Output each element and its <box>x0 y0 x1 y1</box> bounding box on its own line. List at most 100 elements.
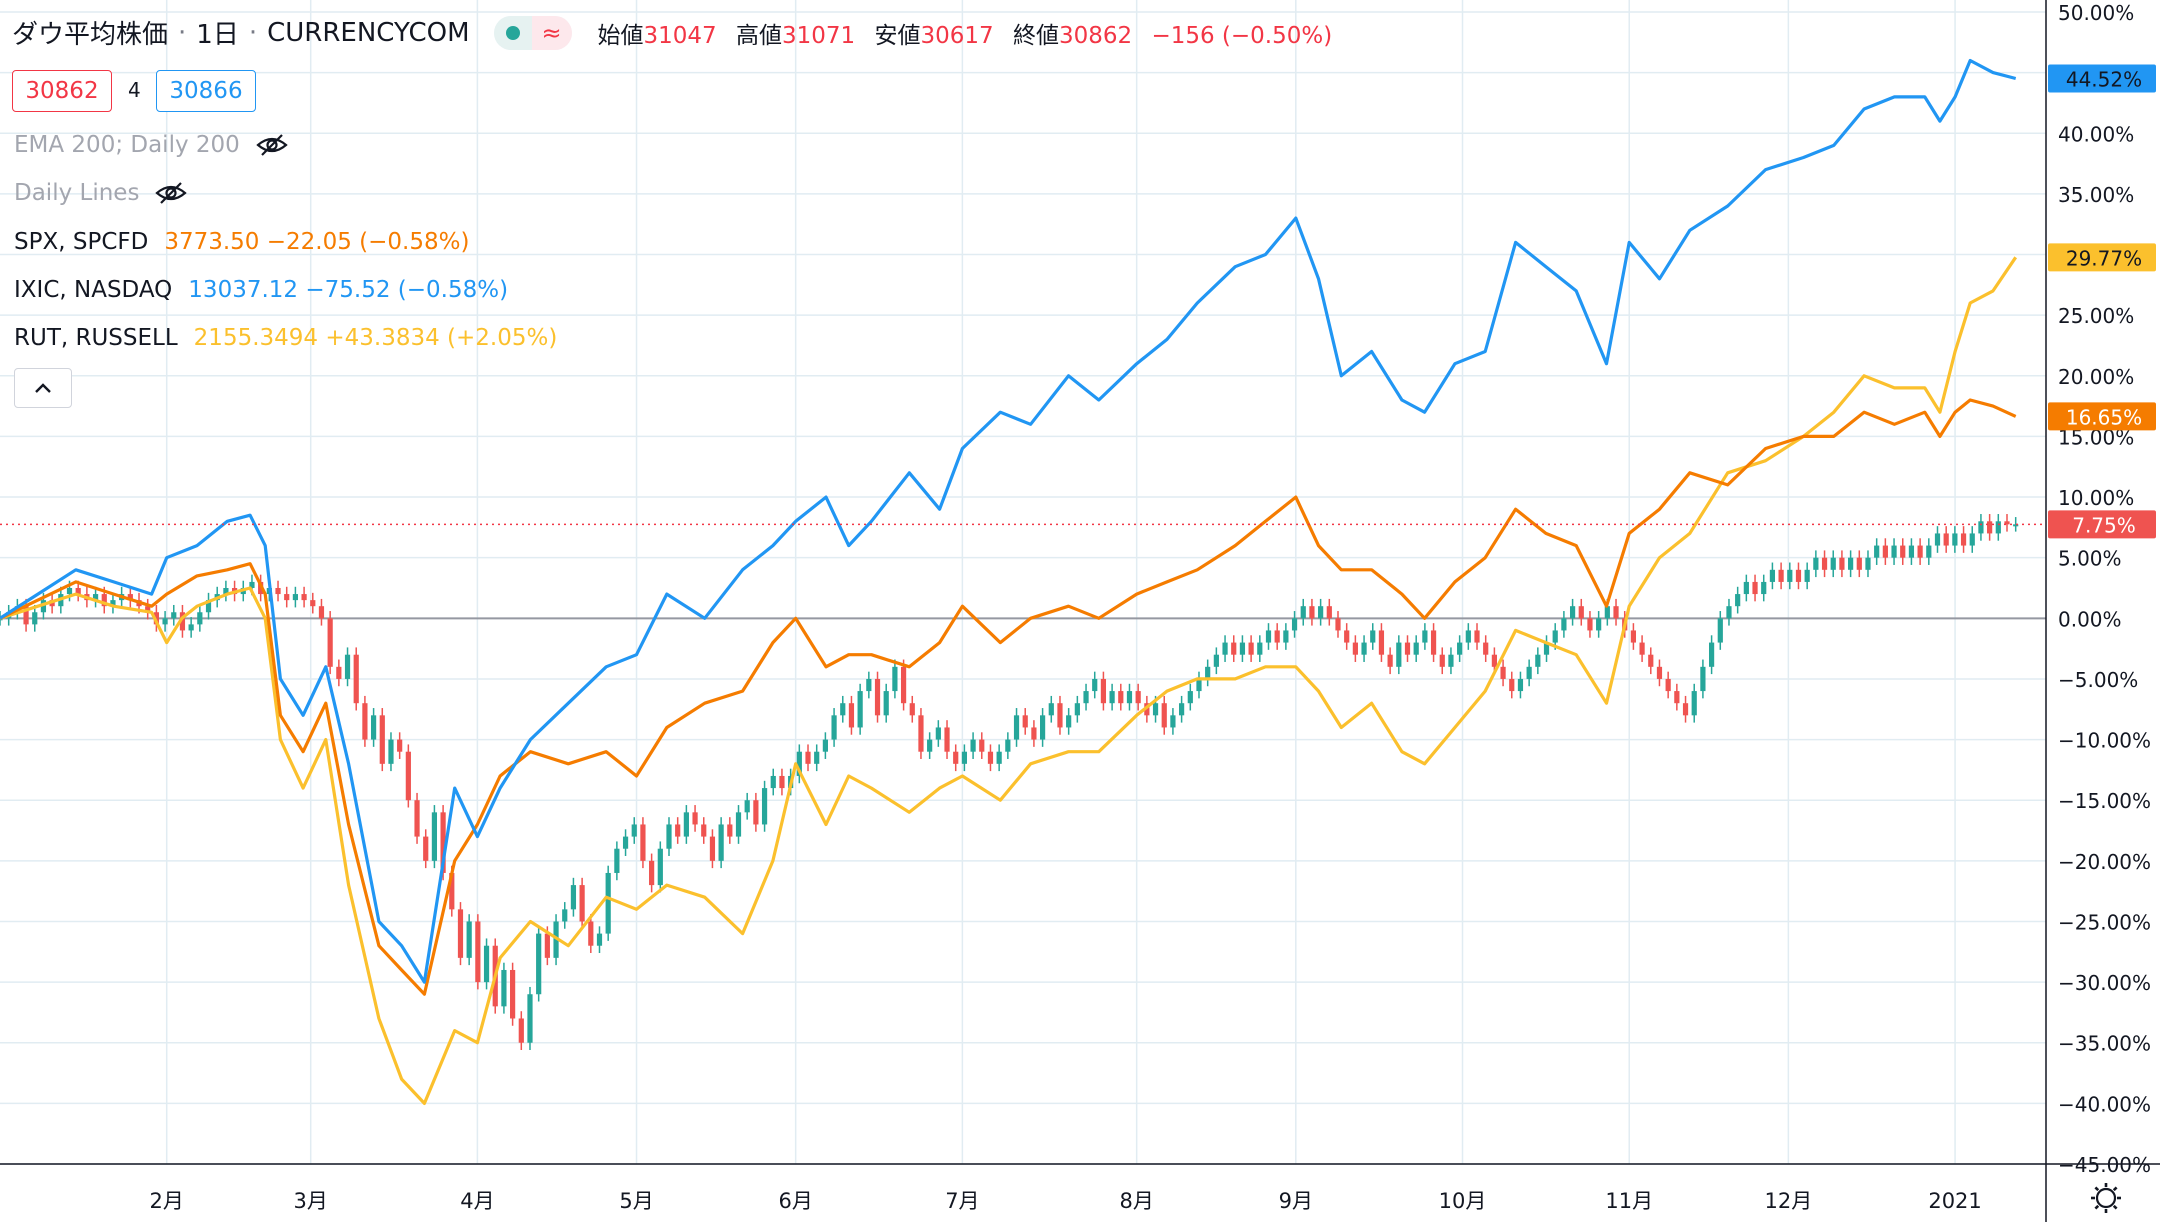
y-tick-label: −5.00% <box>2058 668 2138 692</box>
candle-body <box>388 739 394 764</box>
candle-body <box>866 678 872 692</box>
y-tick-label: 35.00% <box>2058 183 2134 207</box>
ixic-last-label: 44.52% <box>2066 67 2142 91</box>
x-tick-label: 2月 <box>150 1189 184 1213</box>
rut-value: 2155.3494 +43.3834 (+2.05%) <box>193 325 558 351</box>
legend-rut[interactable]: RUT, RUSSELL 2155.3494 +43.3834 (+2.05%) <box>14 325 557 351</box>
candle-body <box>1648 654 1654 667</box>
x-tick-label: 2021 <box>1928 1189 1981 1213</box>
symbol-header: ダウ平均株価 · 1日 · CURRENCYCOM ≈ 始値31047 高値31… <box>12 14 1344 51</box>
candle-body <box>1830 557 1836 570</box>
candle-body <box>1387 654 1393 667</box>
candle-body <box>1960 533 1967 546</box>
candle-body <box>510 969 516 1019</box>
candle-body <box>1735 594 1741 607</box>
gear-icon-tooth <box>2112 1204 2118 1210</box>
candle-body <box>536 933 542 995</box>
candle-body <box>110 600 116 607</box>
candle-body <box>1439 654 1445 667</box>
candle-body <box>1161 703 1167 728</box>
y-tick-label: 10.00% <box>2058 486 2134 510</box>
candle-body <box>1039 715 1046 740</box>
candle-body <box>1326 606 1332 619</box>
candle-body <box>570 885 577 910</box>
y-tick-label: 0.00% <box>2058 607 2122 631</box>
interval-label[interactable]: 1日 <box>196 20 239 50</box>
symbol-title[interactable]: ダウ平均株価 <box>12 20 169 50</box>
candle-body <box>1179 703 1185 716</box>
candle-body <box>353 654 359 704</box>
y-tick-label: 25.00% <box>2058 304 2134 328</box>
candle-body <box>397 739 403 752</box>
y-tick-label: 20.00% <box>2058 365 2134 389</box>
candle-body <box>1856 557 1862 570</box>
legend-ema[interactable]: EMA 200; Daily 200 <box>14 132 290 158</box>
candle-body <box>1691 691 1697 716</box>
rut-name: RUT, RUSSELL <box>14 325 178 351</box>
y-tick-label: −35.00% <box>2058 1032 2151 1056</box>
candle-body <box>579 885 585 922</box>
legend-daily-lines[interactable]: Daily Lines <box>14 180 189 206</box>
candle-body <box>588 921 594 946</box>
series-line-spx <box>0 398 2017 996</box>
candle-body <box>562 909 568 922</box>
buy-price-button[interactable]: 30866 <box>156 70 256 112</box>
candle-body <box>1092 678 1098 692</box>
candle-body <box>466 921 472 958</box>
candle-body <box>596 933 603 946</box>
x-tick-label: 7月 <box>945 1189 979 1213</box>
candle-body <box>840 703 846 716</box>
candle-body <box>1526 666 1532 679</box>
daily-lines-label: Daily Lines <box>14 180 140 206</box>
candle-body <box>1761 581 1767 595</box>
candle-body <box>935 727 941 740</box>
dji-candles <box>0 514 2019 1051</box>
candle-body <box>344 654 351 679</box>
y-tick-label: −20.00% <box>2058 850 2151 874</box>
market-status-pill[interactable]: ≈ <box>493 15 572 50</box>
y-tick-label: −10.00% <box>2058 729 2151 753</box>
sell-price-button[interactable]: 30862 <box>12 70 112 112</box>
eye-hidden-icon[interactable] <box>153 180 189 206</box>
high-value: 31071 <box>781 22 856 49</box>
legend-ixic[interactable]: IXIC, NASDAQ 13037.12 −75.52 (−0.58%) <box>14 277 508 303</box>
candle-body <box>1057 703 1063 728</box>
close-value: 30862 <box>1058 22 1133 49</box>
candle-body <box>874 678 881 716</box>
candle-body <box>1100 678 1107 704</box>
candle-body <box>744 800 750 813</box>
ixic-last-label-bg <box>2048 64 2156 93</box>
candle-body <box>423 836 429 861</box>
candle-body <box>805 751 811 764</box>
candle-body <box>145 606 151 613</box>
dji-last-label: 7.75% <box>2072 513 2136 537</box>
gear-icon-tooth <box>2112 1186 2118 1192</box>
candle-body <box>1283 630 1289 643</box>
candle-body <box>1665 678 1671 692</box>
gear-icon-tooth <box>2094 1186 2100 1192</box>
candle-body <box>75 588 81 595</box>
candle-body <box>1074 703 1080 716</box>
collapse-legend-button[interactable] <box>14 368 72 408</box>
series-line-ixic <box>0 58 2017 984</box>
candle-body <box>162 618 168 625</box>
x-tick-label: 10月 <box>1439 1189 1487 1213</box>
series-line-rut <box>0 256 2018 1105</box>
x-tick-label: 8月 <box>1119 1189 1153 1213</box>
candle-body <box>1509 678 1515 692</box>
eye-hidden-icon[interactable] <box>254 132 290 158</box>
candle-body <box>1413 642 1419 655</box>
ohlc-readout: 始値31047 高値31071 安値30617 終値30862 −156 (−0… <box>598 16 1345 50</box>
candle-body <box>614 848 620 873</box>
legend-spx[interactable]: SPX, SPCFD 3773.50 −22.05 (−0.58%) <box>14 229 469 255</box>
y-tick-label: −40.00% <box>2058 1092 2151 1116</box>
candle-body <box>1552 630 1558 643</box>
candle-body <box>327 618 333 667</box>
compare-series-lines <box>0 58 2018 1105</box>
candle-body <box>1474 630 1480 643</box>
y-tick-label: −30.00% <box>2058 971 2151 995</box>
candle-body <box>640 824 646 861</box>
candle-body <box>318 606 325 619</box>
candle-body <box>1309 606 1315 619</box>
